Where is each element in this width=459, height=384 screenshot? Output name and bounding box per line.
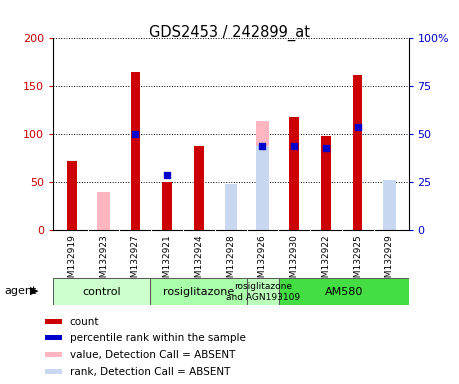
Bar — [97, 192, 110, 230]
Text: rosiglitazone
and AGN193109: rosiglitazone and AGN193109 — [226, 282, 300, 301]
Text: agent: agent — [5, 286, 37, 296]
Text: GSM132930: GSM132930 — [290, 234, 299, 289]
Bar — [45, 369, 62, 374]
Text: rosiglitazone: rosiglitazone — [162, 287, 234, 297]
Text: AM580: AM580 — [325, 287, 363, 297]
Text: GSM132923: GSM132923 — [99, 234, 108, 289]
Text: GSM132929: GSM132929 — [385, 234, 394, 289]
Bar — [53, 278, 150, 305]
Bar — [383, 184, 396, 230]
Bar — [67, 161, 77, 230]
Text: count: count — [70, 317, 99, 327]
Bar — [353, 75, 363, 230]
Point — [291, 143, 298, 149]
Bar — [247, 278, 279, 305]
Point — [259, 143, 266, 149]
Bar — [383, 180, 396, 230]
Bar — [45, 335, 62, 340]
Point — [132, 131, 139, 137]
Bar — [150, 278, 247, 305]
Bar — [162, 182, 172, 230]
Text: GDS2453 / 242899_at: GDS2453 / 242899_at — [149, 25, 310, 41]
Bar — [45, 352, 62, 357]
Bar — [279, 278, 409, 305]
Text: percentile rank within the sample: percentile rank within the sample — [70, 333, 246, 343]
Point — [163, 172, 171, 178]
Text: rank, Detection Call = ABSENT: rank, Detection Call = ABSENT — [70, 367, 230, 377]
Text: value, Detection Call = ABSENT: value, Detection Call = ABSENT — [70, 349, 235, 359]
Text: GSM132924: GSM132924 — [194, 234, 203, 289]
Bar — [256, 121, 269, 230]
Text: GSM132921: GSM132921 — [162, 234, 172, 289]
Bar — [194, 146, 204, 230]
Text: GSM132926: GSM132926 — [258, 234, 267, 289]
Text: GSM132922: GSM132922 — [321, 234, 330, 289]
Text: GSM132928: GSM132928 — [226, 234, 235, 289]
Bar — [130, 72, 140, 230]
Bar — [289, 117, 299, 230]
Point — [354, 124, 361, 130]
Bar — [224, 184, 237, 230]
Bar — [256, 146, 269, 230]
Text: GSM132919: GSM132919 — [67, 234, 76, 289]
Text: GSM132925: GSM132925 — [353, 234, 362, 289]
Text: control: control — [82, 287, 121, 297]
Bar — [224, 194, 237, 230]
Text: GSM132927: GSM132927 — [131, 234, 140, 289]
Text: ▶: ▶ — [30, 286, 39, 296]
Bar — [321, 136, 331, 230]
Point — [322, 145, 330, 151]
Bar — [45, 319, 62, 324]
